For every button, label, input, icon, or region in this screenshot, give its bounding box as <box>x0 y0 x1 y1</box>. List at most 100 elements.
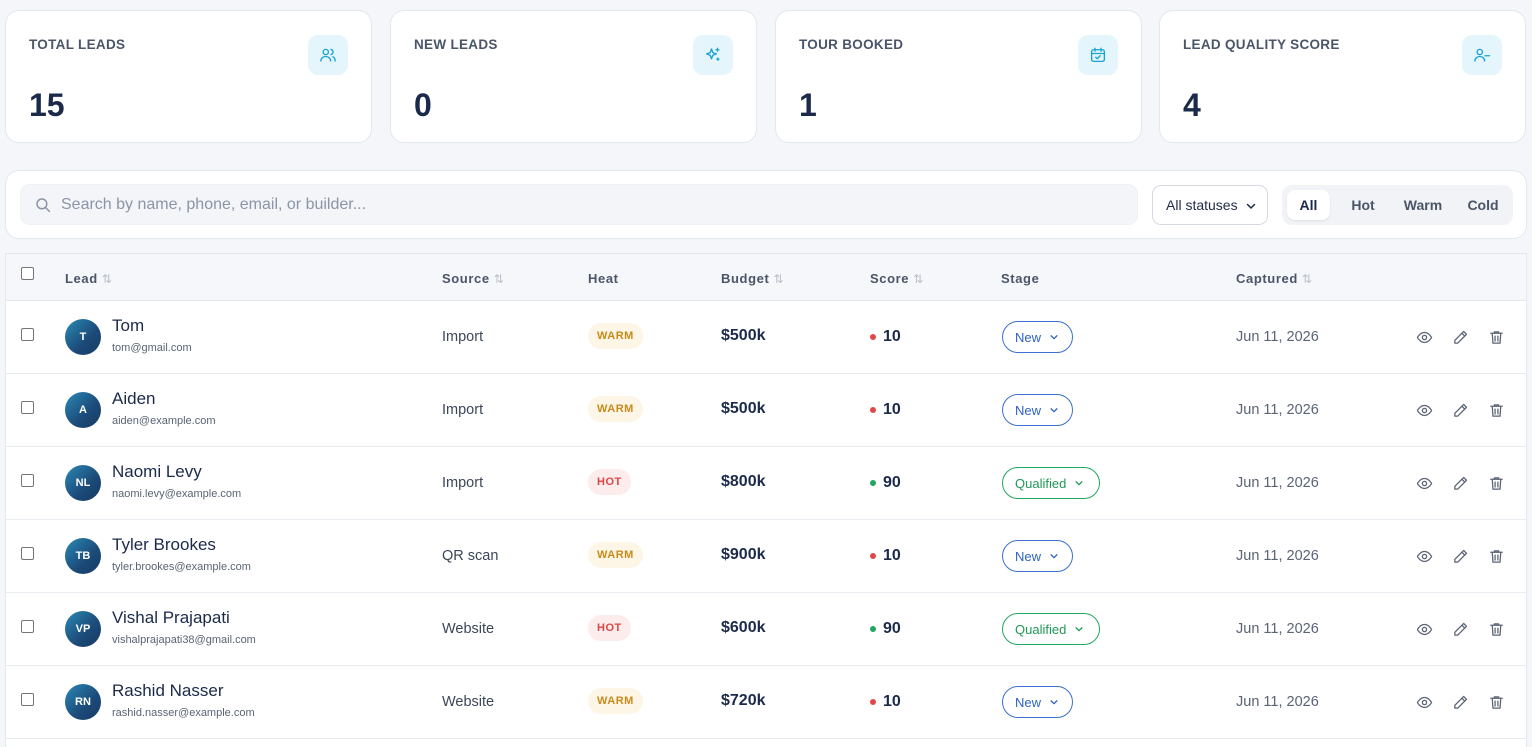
lead-source: Import <box>442 402 484 418</box>
pencil-icon <box>1452 329 1469 346</box>
sort-icon: ⇅ <box>773 271 785 286</box>
column-label: Score <box>870 271 910 286</box>
lead-source: QR scan <box>442 548 499 564</box>
heat-filter-hot[interactable]: Hot <box>1351 197 1375 213</box>
delete-button[interactable] <box>1486 473 1506 493</box>
lead-source: Import <box>442 475 484 491</box>
row-checkbox[interactable] <box>21 693 34 706</box>
heat-filter-warm[interactable]: Warm <box>1403 197 1443 213</box>
captured-date: Jun 11, 2026 <box>1236 548 1319 564</box>
search-box[interactable] <box>20 184 1138 225</box>
heat-filter-segmented: All Hot Warm Cold <box>1282 185 1513 225</box>
eye-icon <box>1416 621 1433 638</box>
column-header-source[interactable]: Source ⇅ <box>442 271 504 286</box>
lead-score: 10 <box>870 547 901 565</box>
captured-date: Jun 11, 2026 <box>1236 402 1319 418</box>
trash-icon <box>1488 621 1505 638</box>
trash-icon <box>1488 475 1505 492</box>
column-label: Captured <box>1236 271 1298 286</box>
lead-score: 90 <box>870 474 901 492</box>
delete-button[interactable] <box>1486 327 1506 347</box>
avatar: NL <box>65 465 101 501</box>
lead-source: Website <box>442 621 495 637</box>
stats-row: TOTAL LEADS 15 NEW LEADS 0 TOUR BOOKED 1… <box>5 10 1527 143</box>
stage-dropdown[interactable]: New <box>1002 540 1073 572</box>
edit-button[interactable] <box>1450 327 1470 347</box>
stat-label: LEAD QUALITY SCORE <box>1183 37 1340 52</box>
table-row[interactable]: T Tom tom@gmail.com Import WARM $500k 10 New Jun… <box>6 301 1526 374</box>
heat-badge: WARM <box>588 542 643 568</box>
table-row[interactable]: NL Naomi Levy naomi.levy@example.com Import… <box>6 447 1526 520</box>
stage-dropdown[interactable]: Qualified <box>1002 467 1100 499</box>
search-input[interactable] <box>61 185 1121 224</box>
view-button[interactable] <box>1414 327 1434 347</box>
lead-name[interactable]: Naomi Levy <box>112 462 202 481</box>
edit-button[interactable] <box>1450 692 1470 712</box>
edit-button[interactable] <box>1450 400 1470 420</box>
lead-budget: $720k <box>721 692 766 709</box>
lead-budget: $500k <box>721 400 766 417</box>
column-header-budget[interactable]: Budget ⇅ <box>721 271 784 286</box>
lead-score: 10 <box>870 328 901 346</box>
stage-dropdown[interactable]: New <box>1002 321 1073 353</box>
select-all-checkbox[interactable] <box>21 267 34 280</box>
stat-card-new-leads: NEW LEADS 0 <box>390 10 757 143</box>
edit-button[interactable] <box>1450 546 1470 566</box>
table-row[interactable]: RN Rashid Nasser rashid.nasser@example.com… <box>6 666 1526 739</box>
avatar: RN <box>65 684 101 720</box>
score-value: 10 <box>883 328 901 345</box>
table-row[interactable]: VP Vishal Prajapati vishalprajapati38@gmai… <box>6 593 1526 666</box>
eye-icon <box>1416 548 1433 565</box>
table-row[interactable]: A Aiden aiden@example.com Import WARM $500k 10… <box>6 374 1526 447</box>
trash-icon <box>1488 402 1505 419</box>
row-checkbox[interactable] <box>21 547 34 560</box>
table-row[interactable]: TB Tyler Brookes tyler.brookes@example.com… <box>6 520 1526 593</box>
row-checkbox[interactable] <box>21 401 34 414</box>
eye-icon <box>1416 329 1433 346</box>
delete-button[interactable] <box>1486 619 1506 639</box>
view-button[interactable] <box>1414 400 1434 420</box>
stat-value: 0 <box>414 87 432 123</box>
stat-value: 4 <box>1183 87 1201 123</box>
view-button[interactable] <box>1414 619 1434 639</box>
edit-button[interactable] <box>1450 619 1470 639</box>
view-button[interactable] <box>1414 546 1434 566</box>
row-checkbox[interactable] <box>21 620 34 633</box>
lead-name[interactable]: Aiden <box>112 389 156 408</box>
column-header-stage: Stage <box>1001 271 1039 286</box>
stage-dropdown[interactable]: New <box>1002 686 1073 718</box>
stage-dropdown[interactable]: Qualified <box>1002 613 1100 645</box>
lead-name[interactable]: Tyler Brookes <box>112 535 216 554</box>
sort-icon: ⇅ <box>101 271 113 286</box>
heat-badge: WARM <box>588 323 643 349</box>
view-button[interactable] <box>1414 473 1434 493</box>
pencil-icon <box>1452 475 1469 492</box>
pencil-icon <box>1452 402 1469 419</box>
heat-filter-all[interactable]: All <box>1287 190 1330 220</box>
row-checkbox[interactable] <box>21 328 34 341</box>
calendar-check-icon <box>1078 35 1118 75</box>
column-header-lead[interactable]: Lead ⇅ <box>65 271 112 286</box>
captured-date: Jun 11, 2026 <box>1236 329 1319 345</box>
delete-button[interactable] <box>1486 400 1506 420</box>
stat-value: 15 <box>29 87 65 123</box>
score-value: 10 <box>883 693 901 710</box>
stage-dropdown[interactable]: New <box>1002 394 1073 426</box>
delete-button[interactable] <box>1486 546 1506 566</box>
column-header-captured[interactable]: Captured ⇅ <box>1236 271 1313 286</box>
lead-name[interactable]: Rashid Nasser <box>112 681 224 700</box>
heat-filter-cold[interactable]: Cold <box>1467 197 1499 213</box>
lead-name[interactable]: Vishal Prajapati <box>112 608 230 627</box>
lead-email: tyler.brookes@example.com <box>112 561 251 573</box>
lead-name[interactable]: Tom <box>112 316 145 335</box>
filter-toolbar: All statuses All Hot Warm Cold <box>5 170 1527 239</box>
view-button[interactable] <box>1414 692 1434 712</box>
column-header-score[interactable]: Score ⇅ <box>870 271 924 286</box>
edit-button[interactable] <box>1450 473 1470 493</box>
delete-button[interactable] <box>1486 692 1506 712</box>
lead-budget: $800k <box>721 473 766 490</box>
lead-email: vishalprajapati38@gmail.com <box>112 634 256 646</box>
status-filter-select[interactable]: All statuses <box>1152 185 1268 225</box>
row-checkbox[interactable] <box>21 474 34 487</box>
lead-email: tom@gmail.com <box>112 342 192 354</box>
